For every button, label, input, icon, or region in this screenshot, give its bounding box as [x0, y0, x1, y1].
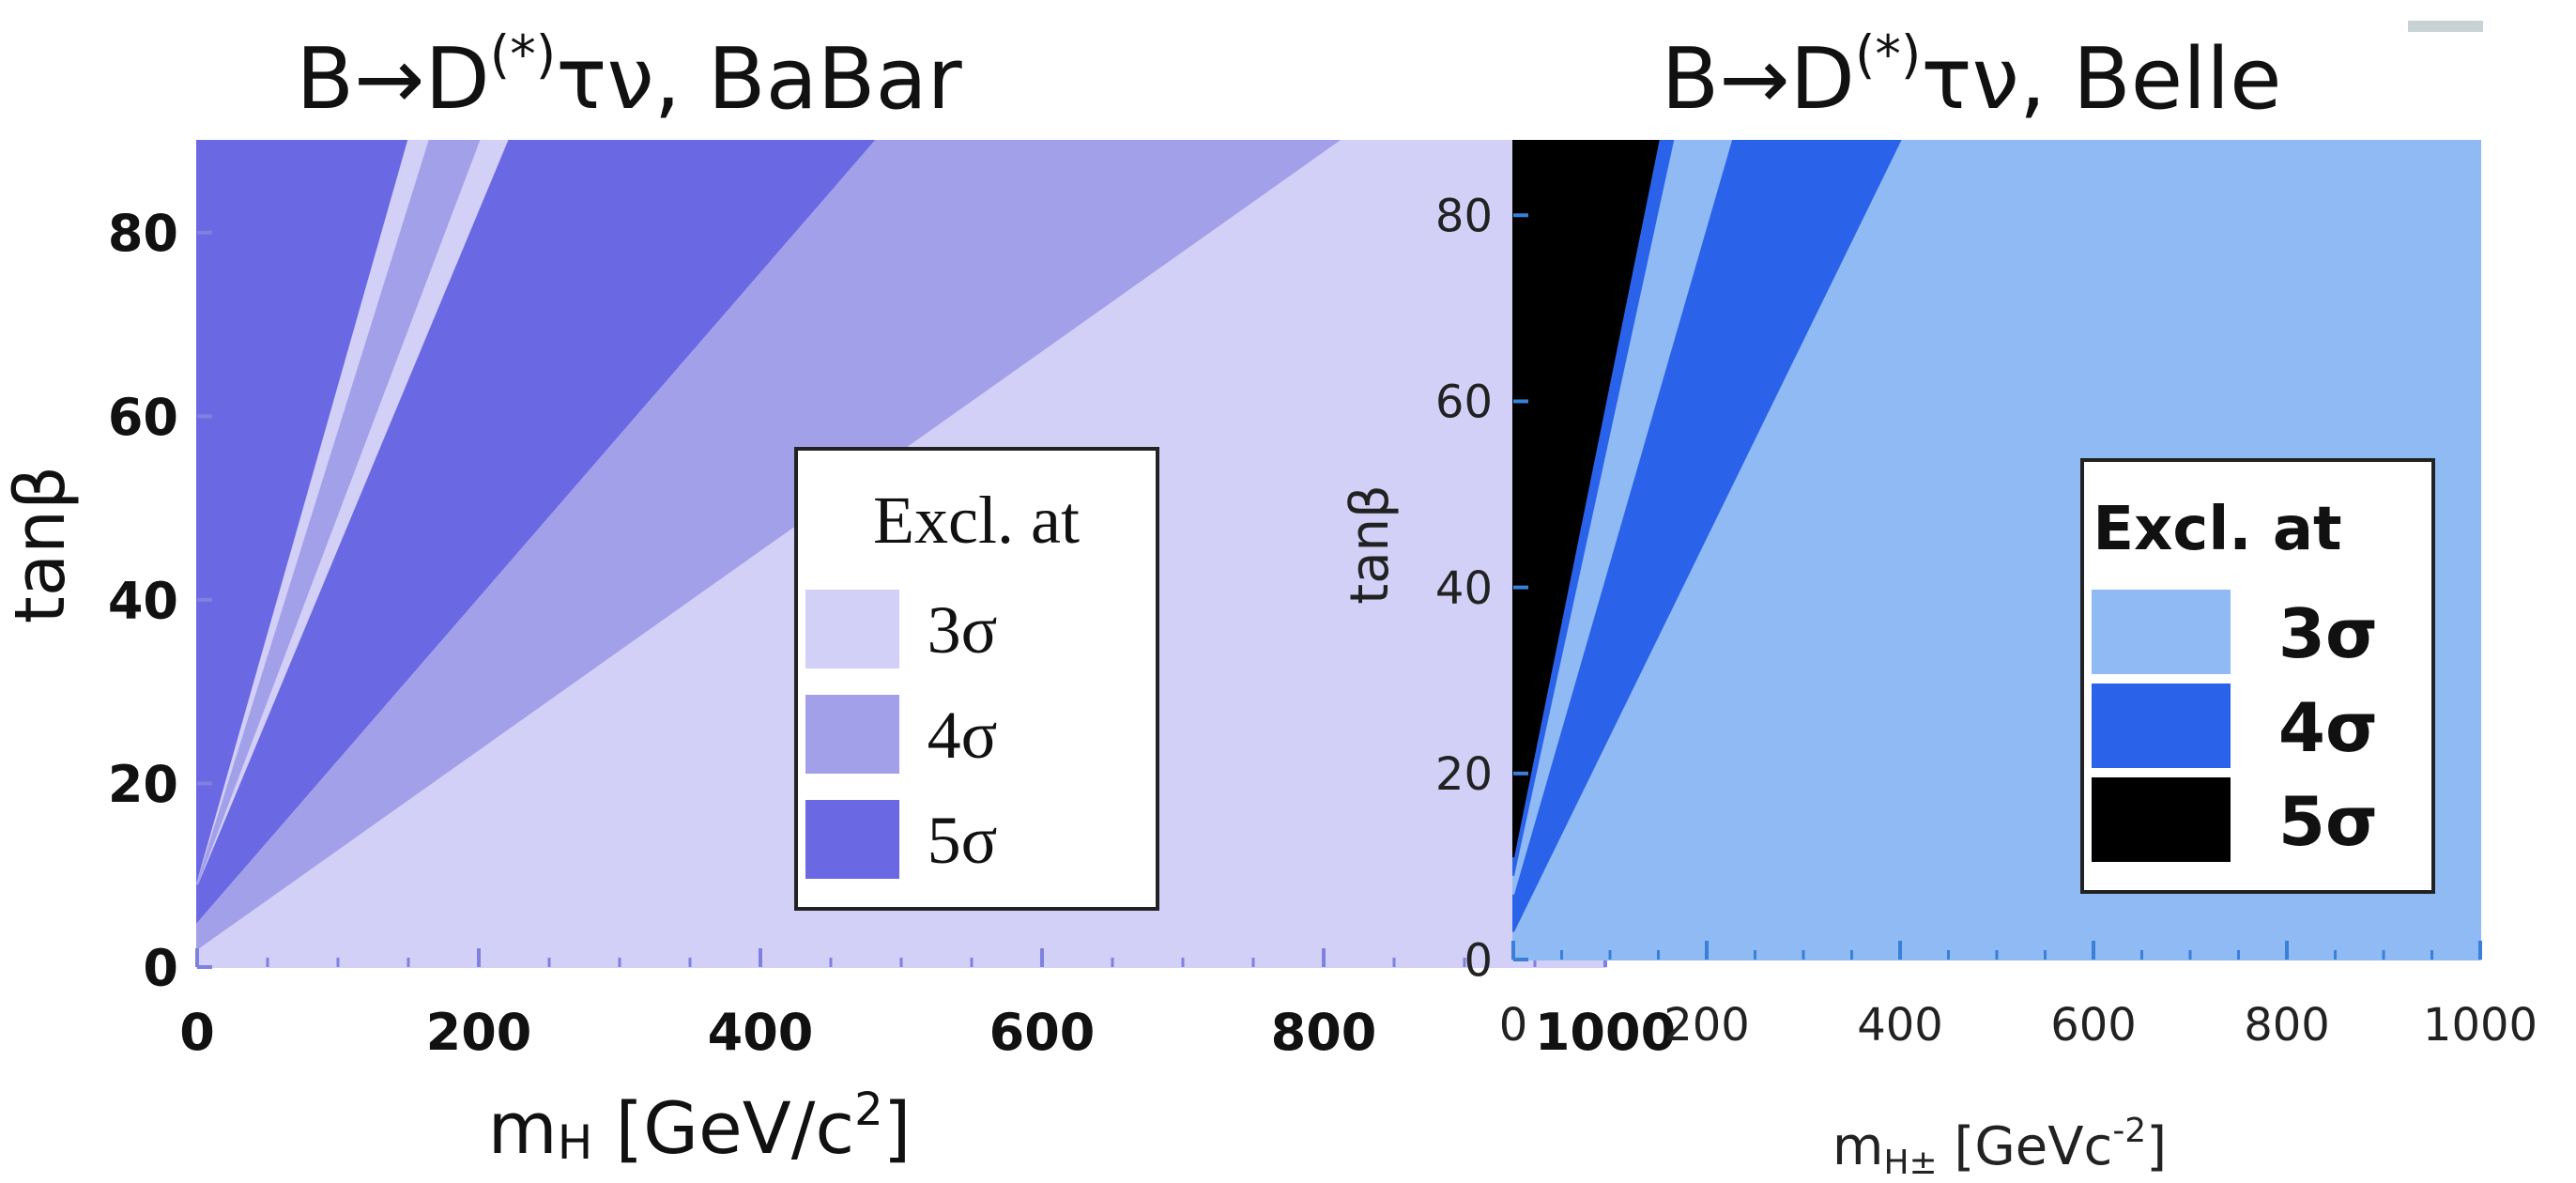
belle-x-tick-label: 600 [2050, 999, 2137, 1052]
belle-x-tick-label: 0 [1499, 999, 1528, 1052]
belle-axis-ticks: 0 200 400 600 800 1000 0 20 40 60 80 [1435, 191, 2538, 1052]
belle-y-tick-label: 40 [1435, 562, 1493, 615]
babar-legend-label-3sigma: 3σ [928, 592, 998, 668]
babar-x-tick-label: 600 [989, 1003, 1096, 1062]
belle-exclusion-regions [1512, 140, 2481, 960]
babar-legend-title: Excl. at [873, 483, 1080, 558]
belle-y-axis-label: tanβ [1340, 484, 1401, 605]
belle-legend: Excl. at 3σ 4σ 5σ [2080, 458, 2435, 894]
babar-x-tick-label: 1000 [1535, 1003, 1676, 1062]
babar-legend-swatch-5sigma [805, 800, 899, 879]
belle-y-tick-label: 0 [1464, 934, 1493, 987]
babar-region-4 [196, 140, 481, 885]
belle-legend-swatch-4sigma [2092, 684, 2231, 768]
babar-legend-swatch-4sigma [805, 695, 899, 774]
belle-y-tick-label: 20 [1435, 748, 1493, 801]
babar-x-tick-label: 800 [1271, 1003, 1377, 1062]
belle-legend-label-3sigma: 3σ [2278, 594, 2378, 673]
babar-y-tick-label: 60 [108, 388, 178, 447]
belle-x-tick-label: 1000 [2423, 999, 2538, 1052]
babar-panel: B→D(*)τν, BaBar 0 200 400 600 800 10000204060… [0, 24, 1676, 1170]
babar-x-tick-label: 0 [179, 1003, 215, 1062]
babar-title: B→D(*)τν, BaBar [296, 24, 961, 129]
belle-y-tick-label: 80 [1435, 191, 1493, 243]
belle-x-tick-label: 400 [1857, 999, 1943, 1052]
belle-x-axis-label: mH± [GeVc-2] [1832, 1112, 2167, 1182]
belle-region-4 [1512, 140, 1660, 858]
babar-x-tick-label: 400 [708, 1003, 814, 1062]
belle-title-background [1521, 0, 2413, 131]
babar-y-tick-label: 40 [108, 571, 178, 630]
babar-y-tick-label: 80 [108, 204, 178, 263]
babar-legend: Excl. at 3σ 4σ 5σ [794, 447, 1159, 911]
belle-legend-title: Excl. at [2093, 495, 2341, 564]
belle-legend-label-4sigma: 4σ [2278, 688, 2378, 767]
babar-y-tick-label: 20 [108, 755, 178, 814]
babar-x-tick-label: 200 [426, 1003, 532, 1062]
belle-title: B→D(*)τν, Belle [1661, 24, 2281, 129]
belle-legend-label-5sigma: 5σ [2278, 782, 2378, 861]
babar-legend-label-4sigma: 4σ [928, 698, 998, 773]
babar-legend-label-5sigma: 5σ [928, 803, 998, 878]
babar-legend-swatch-3sigma [805, 590, 899, 668]
belle-y-tick-label: 60 [1435, 376, 1493, 429]
babar-y-tick-label: 0 [143, 938, 178, 997]
belle-legend-swatch-3sigma [2092, 590, 2231, 674]
babar-x-axis-label: mH [GeV/c2] [488, 1083, 912, 1170]
belle-legend-swatch-5sigma [2092, 777, 2231, 862]
belle-corner-strip [2408, 21, 2483, 32]
babar-y-axis-label: tanβ [0, 466, 81, 624]
belle-x-tick-label: 200 [1664, 999, 1750, 1052]
belle-x-tick-label: 800 [2244, 999, 2330, 1052]
